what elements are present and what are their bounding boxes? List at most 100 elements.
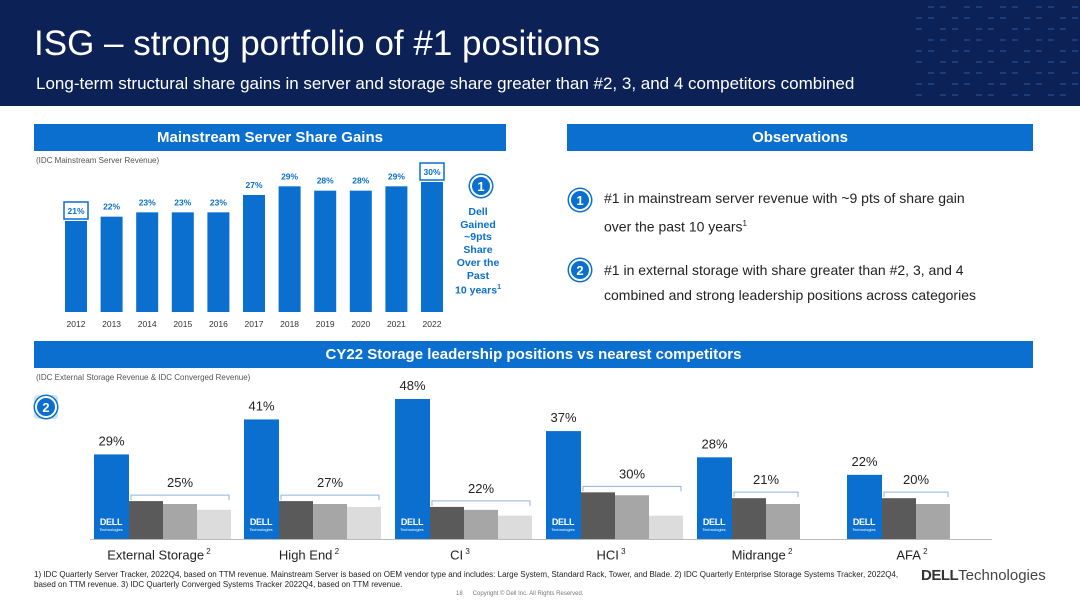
dell-logo-text: DELL (551, 517, 575, 527)
header-dot (1048, 72, 1054, 74)
logo-suffix: Technologies (958, 567, 1046, 584)
dell-logo-mark: DELL Technologies (395, 517, 429, 535)
header-dot (964, 39, 970, 41)
note-line: Over the (456, 256, 500, 269)
storage-competitor-bar (129, 501, 163, 539)
server-bar (171, 212, 194, 312)
header-dot (1048, 61, 1054, 63)
note-sup: 1 (497, 284, 501, 292)
server-bar-label: 28% (317, 176, 334, 186)
server-year-label: 2017 (245, 319, 264, 329)
header-dot (1072, 72, 1078, 74)
server-year-label: 2018 (280, 319, 299, 329)
storage-dell-label: 37% (550, 410, 576, 425)
header-dot (1036, 39, 1042, 41)
storage-competitor-label: 22% (468, 481, 494, 496)
header-dot (952, 83, 958, 85)
storage-competitor-bar (649, 515, 683, 539)
storage-category-label: High End 2 (249, 547, 369, 562)
header-dot (1036, 72, 1042, 74)
storage-dell-label: 29% (98, 433, 124, 448)
copyright-text: Copyright © Dell Inc. All Rights Reserve… (472, 591, 584, 597)
server-year-label: 2020 (351, 319, 370, 329)
header-dot (1024, 28, 1030, 30)
category-sup: 2 (332, 547, 340, 556)
header-dot (928, 39, 934, 41)
header-dot (1048, 94, 1054, 96)
storage-competitor-label: 25% (167, 475, 193, 490)
header-pattern (916, 6, 1078, 96)
note-line: Dell (468, 206, 488, 218)
header-dot (1036, 50, 1042, 52)
storage-category-label: CI 3 (400, 547, 520, 562)
header-dot (940, 6, 946, 8)
footnote: 1) IDC Quarterly Server Tracker, 2022Q4,… (34, 570, 899, 589)
server-year-label: 2022 (423, 319, 442, 329)
dell-logo-mark: DELL Technologies (94, 517, 128, 535)
header-dot (964, 72, 970, 74)
server-bar (421, 182, 443, 312)
header-dot (988, 94, 994, 96)
storage-competitor-bar (732, 498, 766, 539)
dell-logo-mark: DELL Technologies (847, 517, 881, 535)
header-dot (1024, 17, 1030, 19)
storage-dell-bar (395, 399, 430, 539)
page-subtitle: Long-term structural share gains in serv… (36, 74, 855, 93)
header-dot (928, 83, 934, 85)
dell-logo-text: DELL (99, 517, 123, 527)
storage-competitor-label: 30% (619, 466, 645, 481)
storage-competitor-bracket (582, 485, 682, 492)
storage-badge-wrap: 2 (34, 395, 58, 419)
header-dot (1036, 6, 1042, 8)
server-bar (278, 186, 301, 312)
storage-competitor-bar (163, 504, 197, 539)
header-dot (940, 39, 946, 41)
dell-logo-subtext: Technologies (551, 527, 575, 532)
page-number: 18 (456, 591, 463, 597)
server-year-label: 2016 (209, 319, 228, 329)
storage-dell-bar (244, 419, 279, 539)
dell-logo-mark: DELL Technologies (244, 517, 278, 535)
category-name: CI (450, 547, 464, 563)
server-bar (314, 190, 337, 312)
storage-competitor-bar (882, 498, 916, 539)
header-dot (940, 94, 946, 96)
header-dot (928, 72, 934, 74)
dell-logo-text: DELL (249, 517, 273, 527)
storage-source: (IDC External Storage Revenue & IDC Conv… (36, 373, 251, 382)
header-dot (940, 61, 946, 63)
storage-competitor-bar (430, 506, 464, 539)
category-sup: 2 (785, 547, 793, 556)
header-dot (1036, 83, 1042, 85)
note-line: Past (466, 269, 490, 282)
category-name: Midrange (731, 547, 786, 563)
header-dot (1000, 17, 1006, 19)
category-name: High End (278, 547, 333, 563)
server-year-label: 2015 (173, 319, 192, 329)
category-name: External Storage (107, 547, 205, 563)
header-dot (1012, 94, 1018, 96)
dell-share-gain-note: Dell Gained ~9pts Share Over the Past 10… (444, 206, 512, 297)
category-sup: 2 (920, 547, 928, 556)
storage-category-label: External Storage 2 (99, 547, 219, 562)
dell-logo-text: DELL (400, 517, 424, 527)
header-dot (988, 28, 994, 30)
dell-logo-mark: DELL Technologies (697, 517, 731, 535)
observation-badge-2: 2 (569, 259, 591, 281)
storage-category-label: AFA 2 (852, 547, 972, 562)
header-dot (976, 28, 982, 30)
server-year-label: 2021 (387, 319, 406, 329)
category-sup: 3 (463, 547, 470, 556)
server-bar-label: 29% (281, 171, 298, 181)
storage-competitor-bar (581, 492, 615, 539)
storage-competitor-label: 27% (317, 475, 343, 490)
header-dot (1060, 28, 1066, 30)
server-bar (349, 190, 372, 312)
storage-dell-label: 22% (851, 454, 877, 469)
header-dot (1000, 39, 1006, 41)
header-dot (976, 39, 982, 41)
dell-logo-subtext: Technologies (702, 527, 726, 532)
header-banner: ISG – strong portfolio of #1 positions L… (0, 0, 1080, 106)
dell-logo-text: DELL (702, 517, 726, 527)
